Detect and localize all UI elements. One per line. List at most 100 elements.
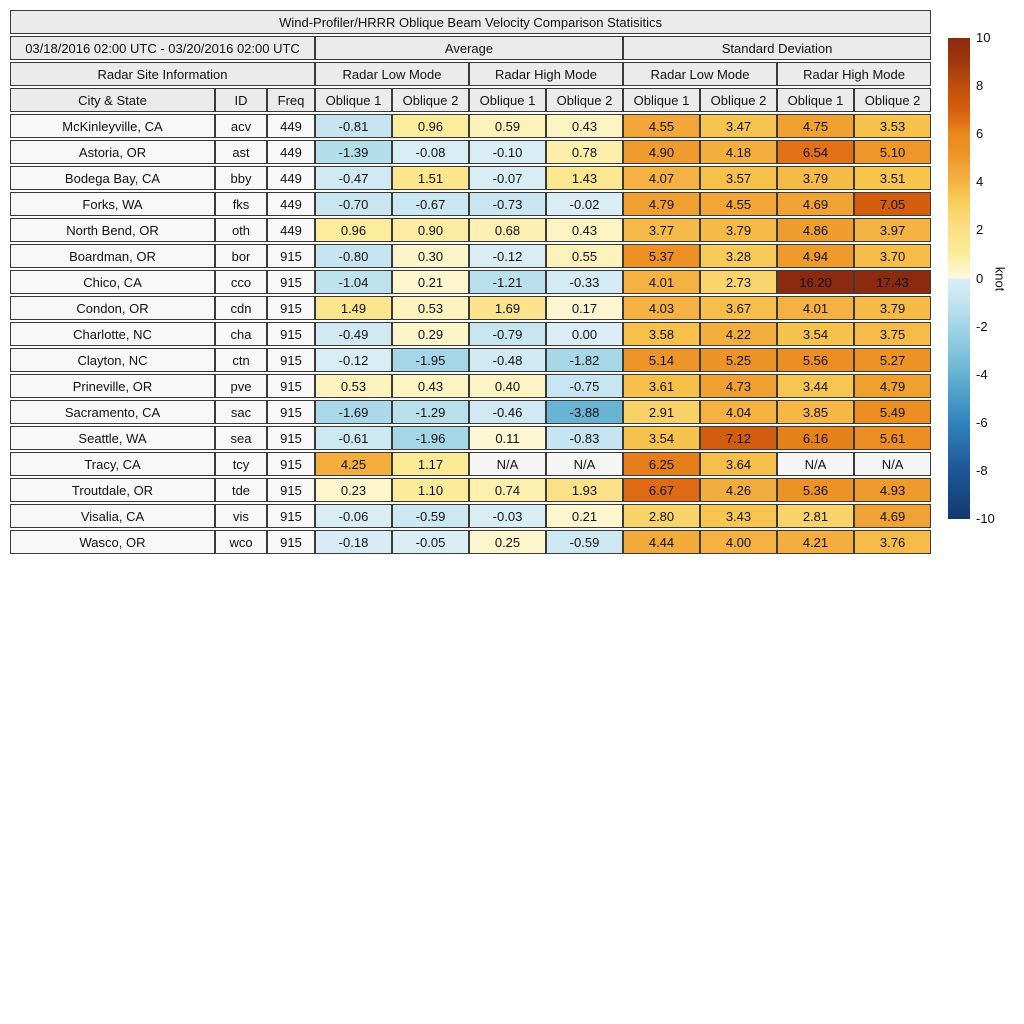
value-cell: 0.00: [546, 322, 623, 346]
value-cell: 0.74: [469, 478, 546, 502]
value-cell: -1.21: [469, 270, 546, 294]
value-cell: 4.44: [623, 530, 700, 554]
table-row: Chico, CA cco 915 -1.04 0.21 -1.21 -0.33 4.01 2.…: [10, 270, 932, 294]
value-cell: 4.69: [777, 192, 854, 216]
value-cell: 4.79: [623, 192, 700, 216]
value-cell: -0.59: [546, 530, 623, 554]
value-cell: 5.25: [700, 348, 777, 372]
site-id-cell: fks: [215, 192, 267, 216]
value-cell: 3.70: [854, 244, 932, 268]
value-cell: 3.67: [700, 296, 777, 320]
value-cell: 3.76: [854, 530, 932, 554]
freq-cell: 915: [267, 296, 315, 320]
table-row: Tracy, CA tcy 915 4.25 1.17 N/A N/A 6.25 3.64 N/A…: [10, 452, 932, 476]
site-id-cell: pve: [215, 374, 267, 398]
value-cell: -0.46: [469, 400, 546, 424]
value-cell: 3.79: [777, 166, 854, 190]
value-cell: -1.29: [392, 400, 469, 424]
value-cell: 2.80: [623, 504, 700, 528]
value-cell: -3.88: [546, 400, 623, 424]
colorbar-tick-label: 6: [976, 126, 984, 142]
city-state-cell: Tracy, CA: [10, 452, 215, 476]
colorbar-tick-label: -10: [976, 511, 995, 526]
site-id-cell: wco: [215, 530, 267, 554]
value-cell: -0.59: [392, 504, 469, 528]
site-id-cell: oth: [215, 218, 267, 242]
group-header-row: 03/18/2016 02:00 UTC - 03/20/2016 02:00 …: [10, 36, 932, 60]
city-state-cell: Condon, OR: [10, 296, 215, 320]
table-row: Prineville, OR pve 915 0.53 0.43 0.40 -0.75 3.6…: [10, 374, 932, 398]
site-id-cell: ctn: [215, 348, 267, 372]
table-row: Astoria, OR ast 449 -1.39 -0.08 -0.10 0.78 4.90…: [10, 140, 932, 164]
freq-cell: 915: [267, 530, 315, 554]
table-row: Bodega Bay, CA bby 449 -0.47 1.51 -0.07 1.43 4.…: [10, 166, 932, 190]
value-cell: 3.64: [700, 452, 777, 476]
value-cell: 0.43: [546, 114, 623, 138]
value-cell: 3.51: [854, 166, 932, 190]
value-cell: -0.06: [315, 504, 392, 528]
value-cell: -0.03: [469, 504, 546, 528]
value-cell: -0.80: [315, 244, 392, 268]
table-row: Boardman, OR bor 915 -0.80 0.30 -0.12 0.55 5.37…: [10, 244, 932, 268]
value-cell: 4.07: [623, 166, 700, 190]
value-cell: 3.53: [854, 114, 932, 138]
table-row: Clayton, NC ctn 915 -0.12 -1.95 -0.48 -1.82 5.1…: [10, 348, 932, 372]
colorbar: 10 8 6 4 2 0 -2 -4 -6 -8 -10 knot: [948, 30, 1024, 526]
city-state-cell: Astoria, OR: [10, 140, 215, 164]
site-id-cell: tcy: [215, 452, 267, 476]
value-cell: 3.79: [700, 218, 777, 242]
value-cell: -1.69: [315, 400, 392, 424]
site-id-cell: bor: [215, 244, 267, 268]
value-cell: 2.91: [623, 400, 700, 424]
mode-header-std-high: Radar High Mode: [777, 62, 932, 86]
colorbar-tick-label: 10: [976, 30, 991, 45]
value-cell: -0.81: [315, 114, 392, 138]
value-cell: 4.75: [777, 114, 854, 138]
value-cell: -0.10: [469, 140, 546, 164]
value-cell: 4.55: [623, 114, 700, 138]
site-id-cell: cco: [215, 270, 267, 294]
value-cell: -0.73: [469, 192, 546, 216]
value-cell: 1.93: [546, 478, 623, 502]
value-cell: 3.75: [854, 322, 932, 346]
value-cell: 0.43: [392, 374, 469, 398]
value-cell: -0.47: [315, 166, 392, 190]
city-state-cell: Chico, CA: [10, 270, 215, 294]
value-cell: 0.29: [392, 322, 469, 346]
value-cell: 0.78: [546, 140, 623, 164]
value-cell: 5.61: [854, 426, 932, 450]
value-cell: 5.56: [777, 348, 854, 372]
value-cell: -0.83: [546, 426, 623, 450]
site-id-cell: sea: [215, 426, 267, 450]
value-cell: 0.17: [546, 296, 623, 320]
value-cell: -0.49: [315, 322, 392, 346]
col-header-oblique: Oblique 1: [777, 88, 854, 112]
stats-table: Wind-Profiler/HRRR Oblique Beam Velocity…: [10, 8, 932, 556]
value-cell: 4.03: [623, 296, 700, 320]
value-cell: 4.01: [777, 296, 854, 320]
value-cell: -1.82: [546, 348, 623, 372]
site-id-cell: tde: [215, 478, 267, 502]
value-cell: 4.94: [777, 244, 854, 268]
value-cell: 4.86: [777, 218, 854, 242]
value-cell: 0.43: [546, 218, 623, 242]
value-cell: -0.08: [392, 140, 469, 164]
value-cell: 1.69: [469, 296, 546, 320]
value-cell: 4.79: [854, 374, 932, 398]
value-cell: 0.55: [546, 244, 623, 268]
freq-cell: 915: [267, 426, 315, 450]
col-header-oblique: Oblique 2: [700, 88, 777, 112]
site-id-cell: vis: [215, 504, 267, 528]
table-body: McKinleyville, CA acv 449 -0.81 0.96 0.59 0.43…: [10, 114, 932, 554]
value-cell: 3.61: [623, 374, 700, 398]
value-cell: 3.77: [623, 218, 700, 242]
value-cell: 0.90: [392, 218, 469, 242]
value-cell: -0.61: [315, 426, 392, 450]
freq-cell: 915: [267, 270, 315, 294]
value-cell: 6.25: [623, 452, 700, 476]
value-cell: -0.12: [315, 348, 392, 372]
table-row: Charlotte, NC cha 915 -0.49 0.29 -0.79 0.00 3.5…: [10, 322, 932, 346]
value-cell: 1.51: [392, 166, 469, 190]
group-header-standard-deviation: Standard Deviation: [623, 36, 932, 60]
col-header-id: ID: [215, 88, 267, 112]
